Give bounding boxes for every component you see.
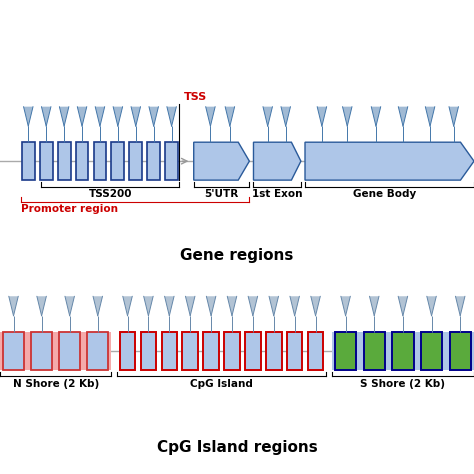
Text: 5'UTR: 5'UTR	[204, 189, 239, 199]
Polygon shape	[370, 296, 379, 316]
Polygon shape	[248, 296, 258, 316]
Bar	[31, 332, 52, 370]
Polygon shape	[206, 296, 216, 316]
Text: Promoter region: Promoter region	[20, 204, 118, 214]
Polygon shape	[149, 107, 158, 126]
Bar	[335, 332, 356, 370]
Bar	[22, 142, 35, 180]
Bar	[120, 332, 135, 370]
Polygon shape	[290, 296, 300, 316]
Bar	[76, 142, 89, 180]
Polygon shape	[449, 107, 458, 126]
Text: Gene Body: Gene Body	[353, 189, 416, 199]
Bar	[224, 332, 240, 370]
Bar	[245, 332, 261, 370]
Polygon shape	[9, 296, 18, 316]
Polygon shape	[425, 107, 435, 126]
Polygon shape	[59, 107, 69, 126]
Bar	[332, 332, 474, 370]
Text: TSS: TSS	[184, 92, 207, 102]
Bar	[58, 142, 71, 180]
Bar	[266, 332, 282, 370]
Polygon shape	[227, 296, 237, 316]
Polygon shape	[341, 296, 350, 316]
Bar	[450, 332, 471, 370]
Polygon shape	[77, 107, 87, 126]
Bar	[147, 142, 160, 180]
Polygon shape	[167, 107, 176, 126]
Text: N Shore (2 Kb): N Shore (2 Kb)	[12, 379, 99, 389]
Polygon shape	[93, 296, 102, 316]
Text: 1st Exon: 1st Exon	[252, 189, 302, 199]
Bar	[111, 142, 124, 180]
Polygon shape	[95, 107, 105, 126]
Polygon shape	[343, 107, 352, 126]
Bar	[162, 332, 177, 370]
Text: Gene regions: Gene regions	[180, 248, 294, 264]
Bar	[421, 332, 442, 370]
Polygon shape	[317, 107, 327, 126]
Bar	[182, 332, 198, 370]
Polygon shape	[311, 296, 320, 316]
Polygon shape	[456, 296, 465, 316]
Bar	[287, 332, 302, 370]
Bar	[87, 332, 108, 370]
Bar	[308, 332, 323, 370]
Polygon shape	[398, 296, 408, 316]
Text: TSS200: TSS200	[89, 189, 132, 199]
Polygon shape	[65, 296, 74, 316]
Bar	[364, 332, 385, 370]
Polygon shape	[254, 142, 301, 180]
Polygon shape	[185, 296, 195, 316]
Bar	[141, 332, 156, 370]
Polygon shape	[206, 107, 215, 126]
Bar	[129, 142, 142, 180]
Polygon shape	[123, 296, 132, 316]
Polygon shape	[371, 107, 381, 126]
Polygon shape	[24, 107, 33, 126]
Polygon shape	[144, 296, 153, 316]
Polygon shape	[131, 107, 140, 126]
Bar	[3, 332, 24, 370]
Text: S Shore (2 Kb): S Shore (2 Kb)	[360, 379, 446, 389]
Polygon shape	[269, 296, 279, 316]
Polygon shape	[37, 296, 46, 316]
Polygon shape	[398, 107, 408, 126]
Polygon shape	[225, 107, 235, 126]
Polygon shape	[164, 296, 174, 316]
Polygon shape	[427, 296, 436, 316]
Text: CpG Island regions: CpG Island regions	[156, 440, 318, 455]
Text: CpG Island: CpG Island	[190, 379, 253, 389]
Bar	[93, 142, 106, 180]
Bar	[59, 332, 80, 370]
Bar	[0, 332, 111, 370]
Polygon shape	[41, 107, 51, 126]
Polygon shape	[194, 142, 249, 180]
Bar	[392, 332, 413, 370]
Polygon shape	[113, 107, 123, 126]
Bar	[203, 332, 219, 370]
Polygon shape	[263, 107, 273, 126]
Polygon shape	[305, 142, 474, 180]
Bar	[40, 142, 53, 180]
Polygon shape	[281, 107, 291, 126]
Bar	[165, 142, 178, 180]
